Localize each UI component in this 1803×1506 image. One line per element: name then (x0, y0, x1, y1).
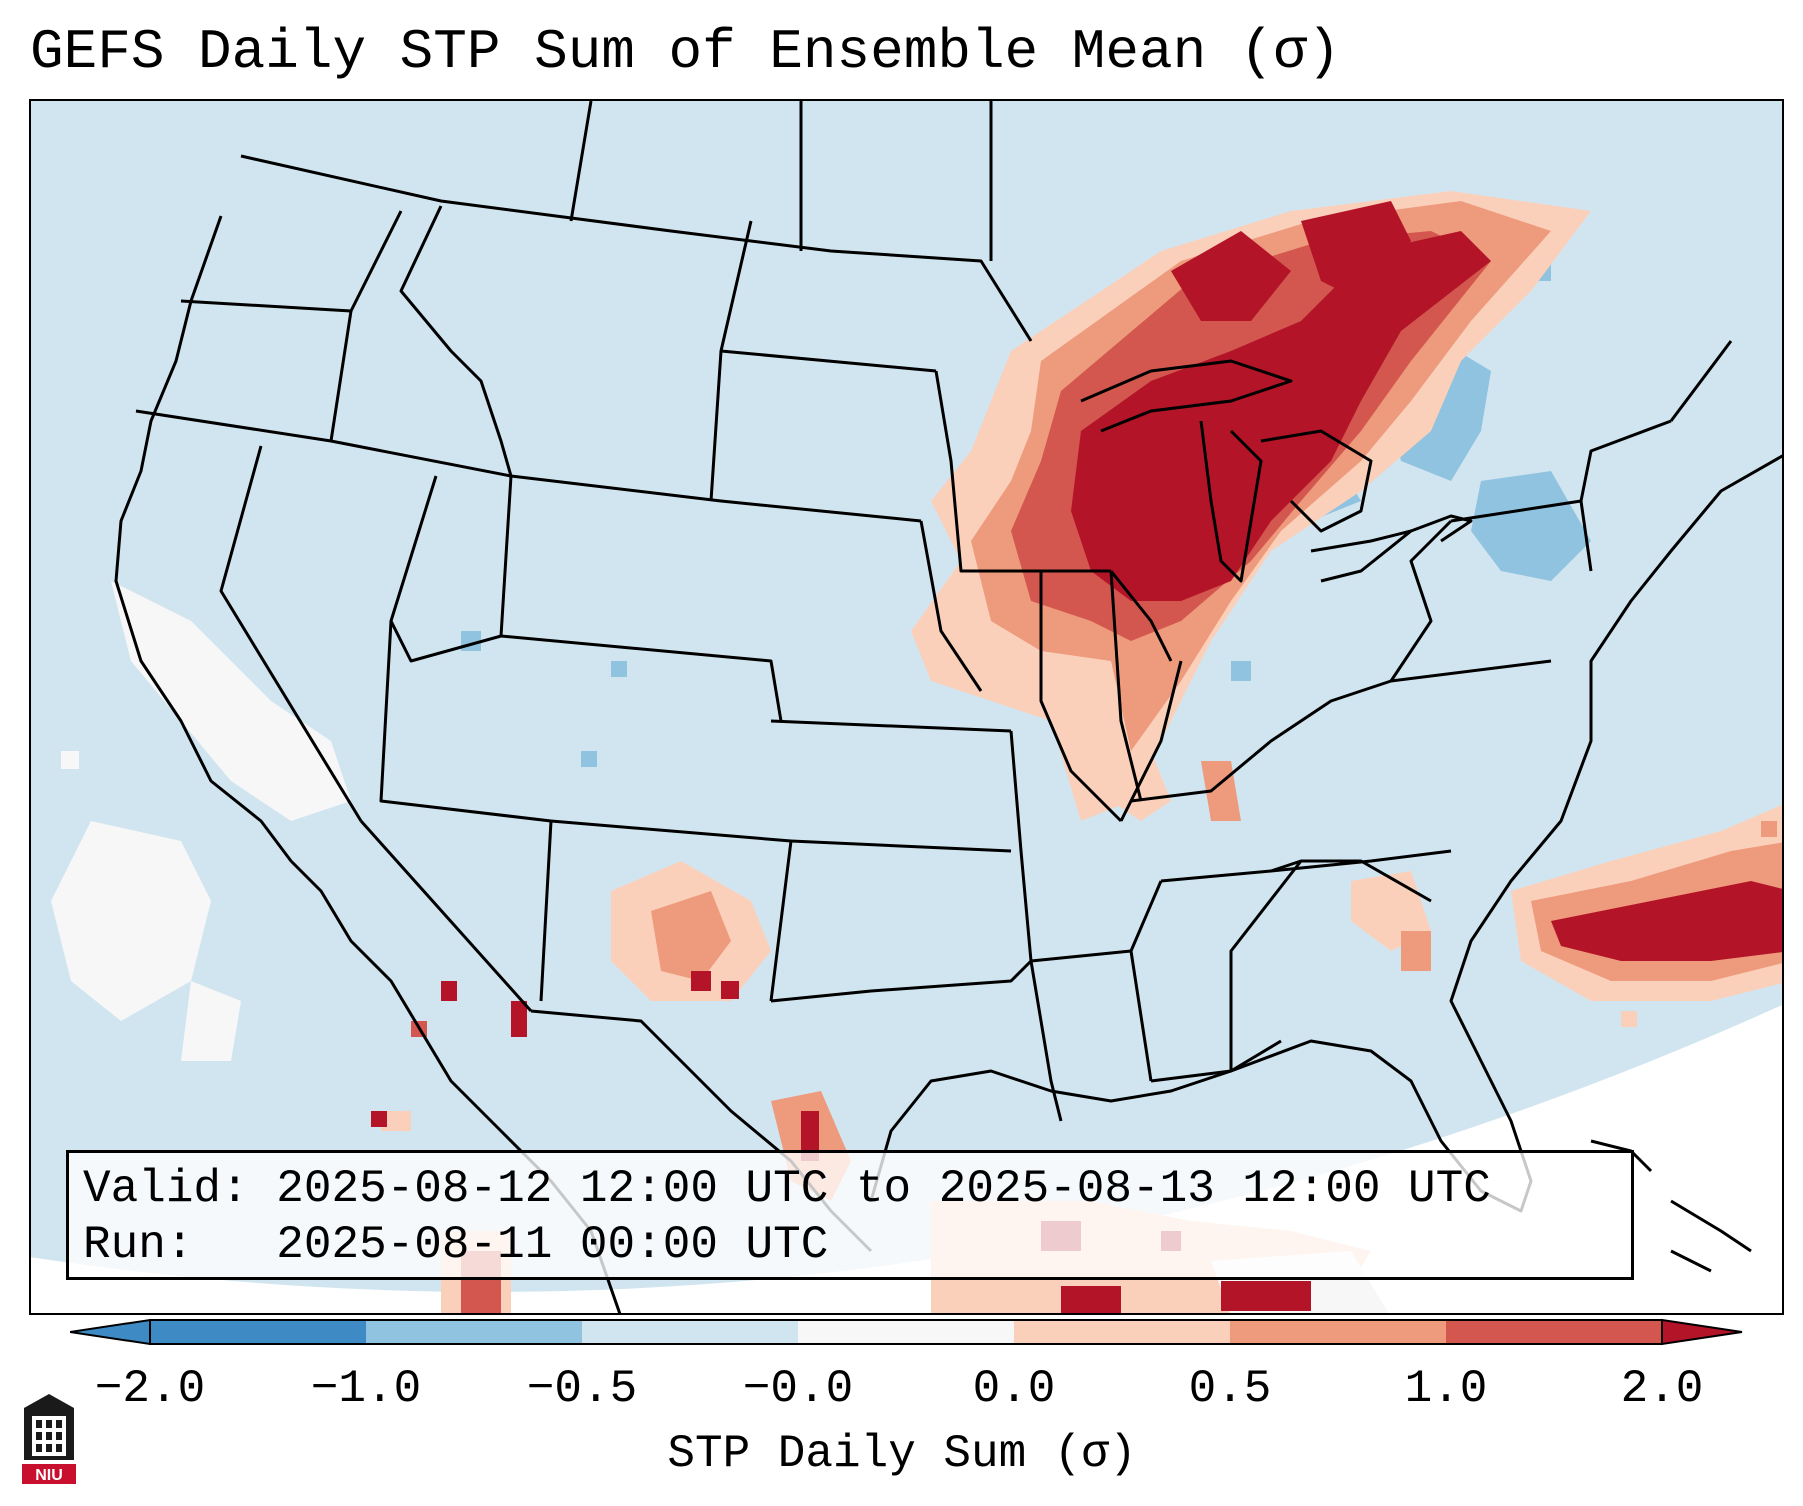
colorbar-segment-6 (1230, 1320, 1446, 1344)
colorbar-tick: −1.0 (310, 1363, 422, 1415)
colorbar-tick: −0.5 (526, 1363, 638, 1415)
near-zero-west-coast (51, 581, 351, 1061)
colorbar-segment-3 (582, 1320, 798, 1344)
positive-anomaly-atlantic (1511, 804, 1782, 1001)
colorbar-tick: 2.0 (1620, 1363, 1704, 1415)
colorbar-segment-2 (366, 1320, 582, 1344)
valid-label: Valid: (83, 1163, 249, 1215)
run-label: Run: (83, 1219, 194, 1271)
run-time: 2025-08-11 00:00 UTC (276, 1219, 829, 1271)
colorbar-tick: 1.0 (1404, 1363, 1488, 1415)
map-canvas (31, 101, 1782, 1313)
chart-title: GEFS Daily STP Sum of Ensemble Mean (σ) (30, 20, 1341, 84)
colorbar-label: STP Daily Sum (σ) (667, 1428, 1137, 1480)
valid-time: 2025-08-12 12:00 UTC to 2025-08-13 12:00… (276, 1163, 1491, 1215)
niu-logo-icon: NIU (22, 1394, 76, 1484)
colorbar-tick: −0.0 (742, 1363, 854, 1415)
positive-anomaly-great-lakes (911, 191, 1591, 821)
colorbar-tick: −2.0 (94, 1363, 206, 1415)
colorbar-segment-5 (1014, 1320, 1230, 1344)
logo-text: NIU (35, 1467, 63, 1484)
colorbar-segment-1 (150, 1320, 366, 1344)
colorbar (70, 1318, 1743, 1346)
colorbar-extend-high (1661, 1318, 1743, 1346)
map-panel (29, 99, 1784, 1315)
state-borders (114, 101, 1782, 1313)
colorbar-extend-low (70, 1318, 151, 1346)
colorbar-tick: 0.5 (1188, 1363, 1272, 1415)
validity-info-box: Valid: 2025-08-12 12:00 UTC to 2025-08-1… (66, 1150, 1634, 1280)
colorbar-tick: 0.0 (972, 1363, 1056, 1415)
colorbar-segment-7 (1446, 1320, 1662, 1344)
colorbar-segment-4 (798, 1320, 1014, 1344)
